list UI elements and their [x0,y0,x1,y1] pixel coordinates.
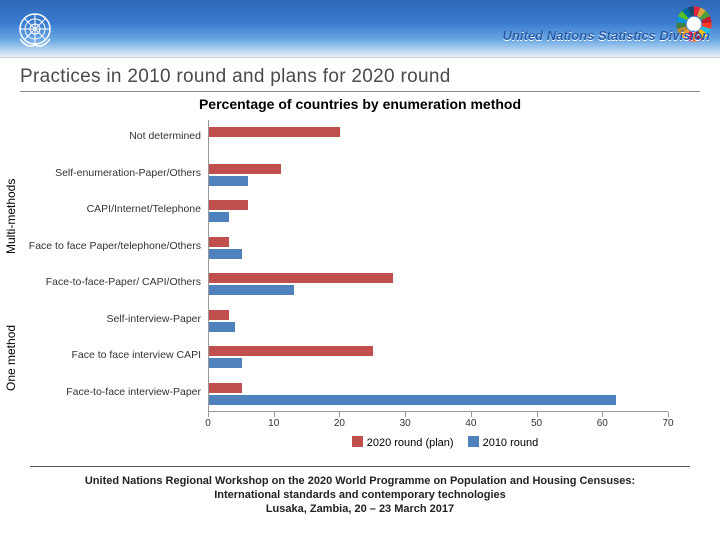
footer-line-1: United Nations Regional Workshop on the … [30,475,690,489]
x-tick [208,412,209,417]
un-emblem-icon [10,4,60,54]
legend-swatch [468,436,479,447]
chart-title: Percentage of countries by enumeration m… [8,96,712,112]
x-tick [668,412,669,417]
category-label: Face-to-face interview-Paper [11,387,201,398]
x-tick-label: 20 [334,418,345,429]
chart-row [209,273,668,295]
x-tick [339,412,340,417]
chart-x-axis: 010203040506070 [208,412,668,432]
footer-line-2: International standards and contemporary… [30,489,690,503]
chart-bar [209,285,294,295]
chart-row [209,164,668,186]
x-tick-label: 30 [400,418,411,429]
chart-bar [209,249,242,259]
chart-container: Percentage of countries by enumeration m… [8,96,712,466]
footer-line-3: Lusaka, Zambia, 20 – 23 March 2017 [30,503,690,517]
chart-bar [209,395,616,405]
legend-label: 2020 round (plan) [367,437,454,449]
chart-row [209,127,668,149]
chart-bar [209,176,248,186]
x-tick [471,412,472,417]
chart-legend: 2020 round (plan) 2010 round [208,436,668,449]
x-tick-label: 50 [531,418,542,429]
chart-row [209,200,668,222]
x-tick-label: 40 [465,418,476,429]
chart-bar [209,127,340,137]
category-label: Face to face Paper/telephone/Others [11,241,201,252]
chart-bar [209,383,242,393]
slide-footer: United Nations Regional Workshop on the … [0,467,720,516]
legend-swatch [352,436,363,447]
chart-bar [209,237,229,247]
chart-row [209,237,668,259]
chart-bar [209,346,373,356]
category-label: CAPI/Internet/Telephone [11,204,201,215]
chart-row [209,346,668,368]
x-tick [274,412,275,417]
chart-bar [209,322,235,332]
brand-text: United Nations Statistics Division [503,28,710,43]
slide-header: United Nations Statistics Division [0,0,720,58]
chart-bar [209,358,242,368]
chart-plot-area [208,120,668,412]
category-label: Self-enumeration-Paper/Others [11,168,201,179]
x-tick-label: 0 [205,418,211,429]
slide-title: Practices in 2010 round and plans for 20… [20,66,700,92]
category-labels: Not determined Self-enumeration-Paper/Oth… [8,120,203,412]
chart-bar [209,164,281,174]
category-label: Not determined [11,131,201,142]
chart-bar [209,310,229,320]
x-tick [537,412,538,417]
chart-bar [209,273,393,283]
category-label: Self-interview-Paper [11,314,201,325]
category-label: Face-to-face-Paper/ CAPI/Others [11,277,201,288]
chart-bar [209,200,248,210]
chart-row [209,310,668,332]
category-label: Face to face interview CAPI [11,350,201,361]
x-tick-label: 10 [268,418,279,429]
chart-bar [209,212,229,222]
legend-label: 2010 round [483,437,539,449]
x-tick-label: 70 [662,418,673,429]
x-tick-label: 60 [597,418,608,429]
chart-row [209,383,668,405]
x-tick [405,412,406,417]
x-tick [602,412,603,417]
